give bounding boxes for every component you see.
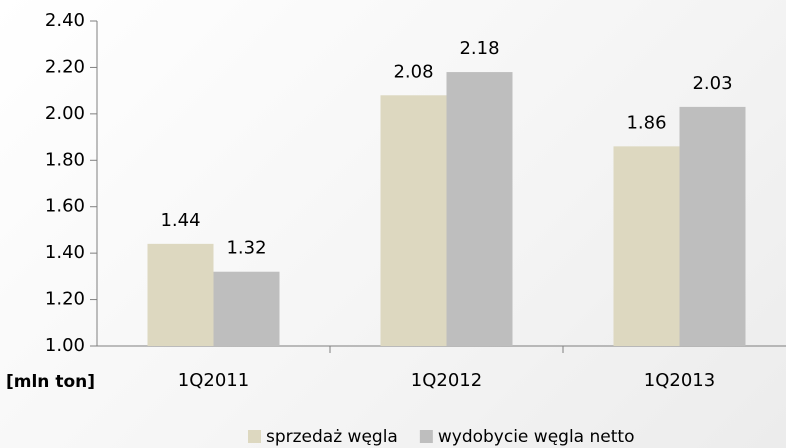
- legend-swatch: [419, 430, 433, 443]
- y-tick-label: 2.00: [45, 103, 85, 124]
- data-label: 2.08: [393, 61, 433, 82]
- y-axis-label: [mln ton]: [6, 372, 95, 392]
- bar: [213, 271, 280, 346]
- data-label: 1.32: [226, 238, 266, 259]
- x-tick-label: 1Q2013: [644, 370, 715, 391]
- legend-swatch: [248, 430, 261, 443]
- bar: [147, 243, 214, 346]
- data-label: 2.03: [692, 73, 732, 94]
- bar: [446, 72, 513, 347]
- legend-label: wydobycie węgla netto: [438, 427, 635, 447]
- bar: [380, 95, 447, 347]
- y-tick-label: 1.80: [45, 149, 85, 170]
- y-tick-label: 2.40: [45, 10, 85, 31]
- y-tick-label: 1.20: [45, 289, 85, 310]
- y-tick-label: 1.40: [45, 242, 85, 263]
- y-tick-label: 2.20: [45, 56, 85, 77]
- x-tick-label: 1Q2012: [411, 370, 482, 391]
- data-label: 1.86: [626, 112, 666, 133]
- x-tick-label: 1Q2011: [178, 370, 249, 391]
- y-tick-label: 1.00: [45, 335, 85, 356]
- data-label: 1.44: [160, 210, 200, 231]
- data-label: 2.18: [459, 38, 499, 59]
- y-tick-label: 1.60: [45, 196, 85, 217]
- legend-label: sprzedaż węgla: [266, 427, 398, 447]
- bar: [679, 106, 746, 347]
- bar: [613, 146, 680, 346]
